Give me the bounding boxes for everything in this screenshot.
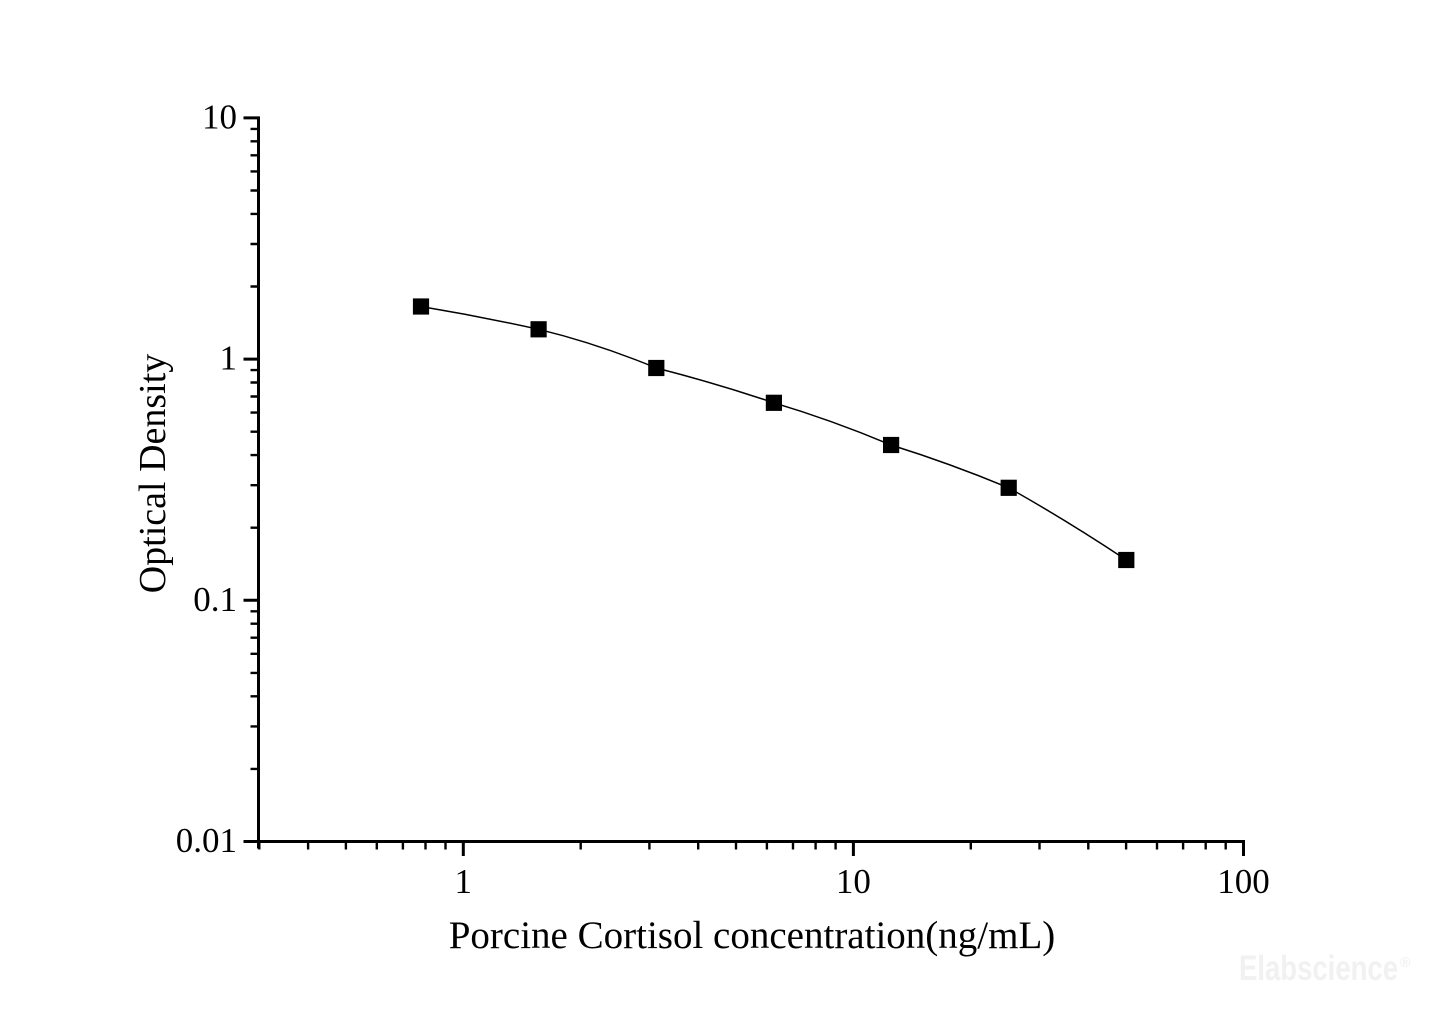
svg-text:1: 1 (455, 862, 473, 901)
svg-text:Optical Density: Optical Density (132, 354, 174, 594)
svg-text:10: 10 (202, 98, 237, 137)
svg-text:Elabscience: Elabscience (1239, 949, 1398, 988)
svg-text:0.01: 0.01 (176, 821, 237, 860)
svg-text:10: 10 (836, 862, 871, 901)
svg-text:1: 1 (220, 339, 238, 378)
svg-text:®: ® (1400, 954, 1411, 970)
svg-text:100: 100 (1217, 862, 1270, 901)
svg-text:Porcine Cortisol concentration: Porcine Cortisol concentration(ng/mL) (449, 914, 1056, 957)
svg-text:0.1: 0.1 (193, 580, 237, 619)
